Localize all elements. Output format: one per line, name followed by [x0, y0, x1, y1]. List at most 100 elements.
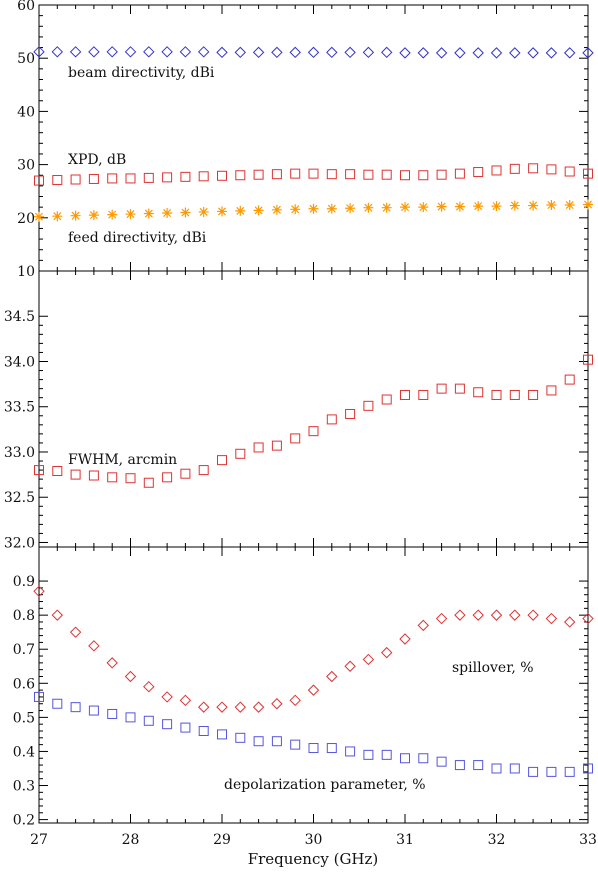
data-point-square [491, 165, 502, 176]
x-axis-title: Frequency (GHz) [248, 850, 379, 868]
data-point-square [528, 766, 539, 777]
data-point-square [509, 163, 520, 174]
data-point-square [253, 736, 264, 747]
data-point-diamond [563, 47, 576, 59]
data-point-square [34, 175, 44, 186]
data-point-square [326, 414, 337, 425]
data-point-asterisk [107, 209, 118, 220]
data-point-diamond [545, 47, 558, 59]
data-point-diamond [509, 609, 521, 621]
data-point-square [546, 766, 557, 777]
data-point-asterisk [180, 207, 191, 218]
data-point-asterisk [509, 200, 520, 211]
data-point-square [418, 753, 429, 764]
y-tick-label: 34.0 [4, 354, 35, 370]
panel-fwhm: 32.0 32.5 33.0 33.5 34.0 34.5 FWHM, arcmin [4, 270, 593, 551]
data-point-square [345, 408, 356, 419]
y-tick-label: 32.5 [4, 490, 35, 506]
data-point-square [235, 732, 246, 743]
data-point-square [271, 440, 282, 451]
data-point-square [308, 426, 319, 437]
data-point-square [125, 173, 136, 184]
data-point-square [34, 691, 44, 702]
data-point-diamond [490, 47, 503, 59]
data-point-diamond [197, 46, 210, 58]
data-point-asterisk [326, 203, 337, 214]
data-point-diamond [271, 46, 283, 59]
data-point-square [400, 170, 410, 181]
data-point-asterisk [52, 211, 63, 222]
data-point-square [509, 763, 520, 774]
data-point-asterisk [454, 201, 465, 212]
data-point-square [436, 169, 447, 180]
data-point-square [107, 173, 118, 184]
data-point-square [143, 715, 154, 726]
data-point-diamond [271, 698, 283, 710]
data-point-asterisk [491, 201, 502, 212]
data-point-square [418, 389, 429, 400]
y-tick-label: 34.5 [4, 309, 35, 325]
data-point-diamond [490, 609, 503, 621]
data-point-diamond [161, 691, 173, 703]
data-point-square [198, 726, 209, 736]
data-point-square [473, 167, 484, 178]
y-tick-label: 33.0 [4, 445, 35, 461]
data-point-square [400, 753, 410, 764]
data-point-diamond [454, 47, 466, 59]
data-point-square [400, 389, 410, 400]
data-point-asterisk [546, 200, 557, 211]
data-point-diamond [362, 653, 375, 666]
data-point-square [491, 763, 502, 774]
data-point-asterisk [271, 204, 282, 215]
data-point-square [564, 374, 575, 385]
data-point-square [381, 169, 392, 180]
data-point-diamond [33, 585, 45, 598]
data-point-asterisk [308, 203, 319, 214]
data-point-diamond [344, 46, 356, 59]
data-point-square [308, 168, 319, 179]
data-point-square [217, 170, 227, 181]
data-point-square [454, 760, 465, 771]
data-point-square [235, 448, 246, 459]
data-point-square [70, 702, 81, 713]
data-point-square [143, 477, 154, 488]
data-point-asterisk [400, 202, 410, 213]
data-point-diamond [380, 46, 393, 59]
data-point-square [326, 743, 337, 754]
data-point-square [107, 472, 118, 483]
data-point-asterisk [198, 206, 209, 217]
data-point-square [583, 168, 593, 179]
data-point-diamond [435, 612, 448, 625]
data-point-square [125, 473, 136, 484]
data-point-square [564, 166, 575, 177]
data-point-square [198, 171, 209, 182]
y-tick-label: 0.7 [13, 642, 35, 658]
data-point-square [436, 383, 447, 394]
data-point-diamond [527, 47, 539, 59]
data-point-square [180, 171, 191, 182]
data-point-square [308, 743, 319, 754]
data-point-square [583, 763, 593, 774]
data-point-diamond [252, 46, 265, 59]
data-point-square [509, 389, 520, 400]
x-tick-label: 27 [30, 832, 48, 848]
data-point-square [143, 172, 154, 183]
data-point-diamond [509, 47, 521, 59]
label-feed-directivity: feed directivity, dBi [68, 230, 207, 246]
data-point-diamond [326, 670, 338, 683]
data-point-square [162, 472, 173, 483]
y-tick-label: 0.8 [13, 608, 35, 624]
data-point-diamond [307, 46, 320, 59]
data-point-asterisk [381, 202, 392, 213]
data-point-square [473, 387, 484, 398]
data-point-asterisk [217, 206, 227, 217]
x-tick-label: 32 [488, 832, 506, 848]
data-point-diamond [545, 612, 558, 625]
data-point-square [180, 468, 191, 479]
y-tick-label: 40 [17, 104, 35, 120]
data-point-square [546, 164, 557, 175]
data-point-asterisk [473, 201, 484, 212]
data-point-square [546, 385, 557, 396]
data-point-diamond [399, 633, 411, 645]
